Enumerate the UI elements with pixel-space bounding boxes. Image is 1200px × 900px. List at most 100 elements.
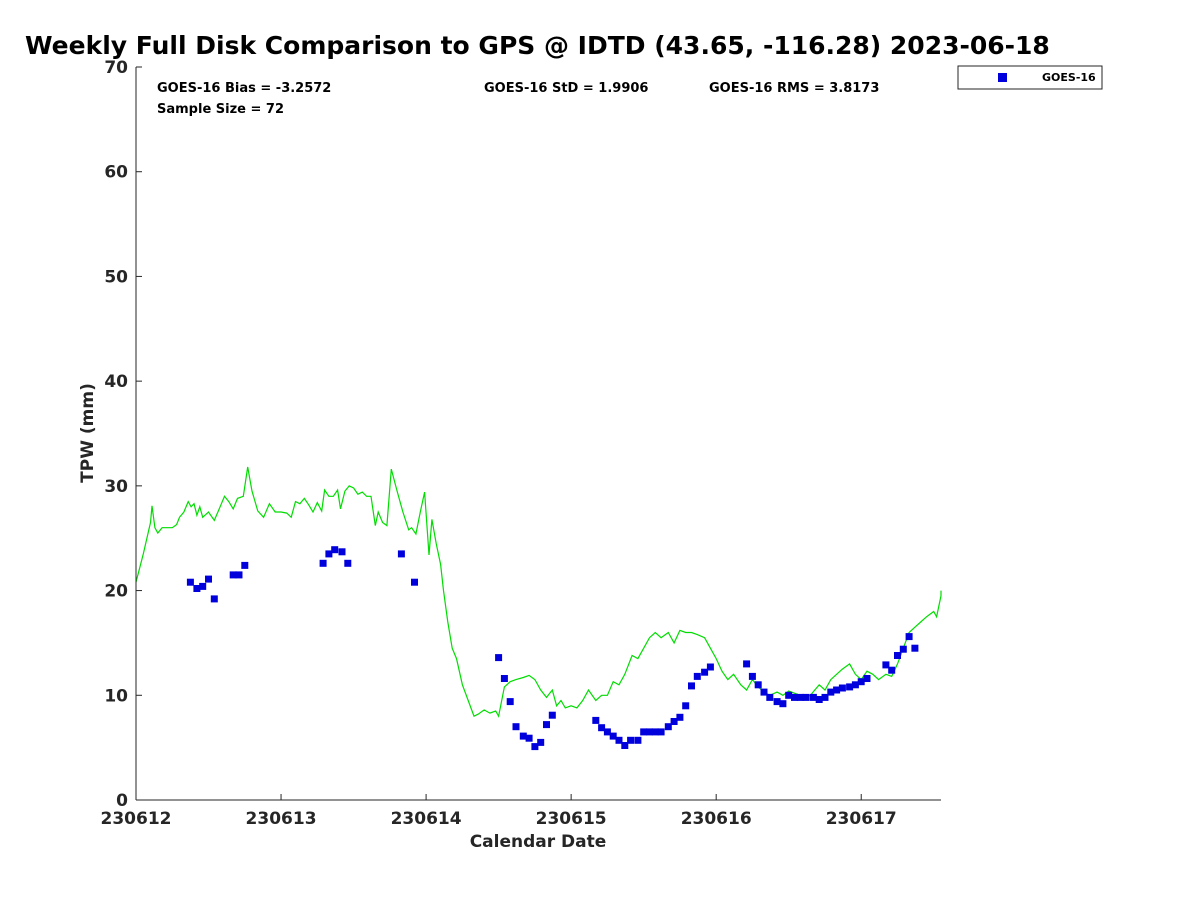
y-tick-label: 40 [104, 372, 128, 392]
x-tick-label: 230615 [536, 809, 607, 829]
goes-16-point [627, 736, 635, 744]
goes-16-point [846, 683, 854, 691]
std-annotation: GOES-16 StD = 1.9906 [484, 81, 648, 96]
goes-16-point [615, 736, 623, 744]
y-tick-label: 10 [104, 686, 128, 706]
goes-16-point [905, 633, 913, 641]
goes-16-point [186, 578, 194, 586]
goes-16-point [760, 688, 768, 696]
goes-16-point [815, 696, 823, 703]
bias-annotation: GOES-16 Bias = -3.2572 [157, 81, 331, 96]
legend-marker [998, 73, 1007, 82]
x-axis-label: Calendar Date [470, 832, 607, 852]
goes-16-point [603, 728, 611, 736]
goes-16-point [791, 693, 798, 701]
goes-16-point [338, 548, 346, 556]
goes-16-point [802, 693, 810, 701]
goes-16-point [706, 663, 714, 671]
goes-16-point [863, 675, 871, 682]
goes-16-point [693, 672, 701, 680]
goes-16-point [701, 668, 709, 676]
goes-16-point [657, 728, 665, 736]
goes-16-point [537, 738, 545, 746]
goes-16-point [506, 698, 514, 706]
goes-16-point [670, 718, 678, 725]
goes-16-point [319, 559, 327, 567]
goes-16-point [495, 654, 503, 662]
goes-16-point [809, 693, 817, 701]
goes-16-point [325, 550, 333, 558]
goes-16-point [651, 728, 659, 736]
y-tick-label: 30 [104, 477, 128, 497]
goes-16-point [344, 559, 352, 567]
goes-16-point [882, 661, 890, 669]
goes-16-point [894, 652, 901, 659]
goes-16-point [766, 693, 774, 701]
goes-16-point [210, 595, 218, 603]
goes-16-point [331, 546, 339, 554]
goes-16-point [531, 743, 539, 751]
goes-16-point [598, 724, 606, 732]
goes-16-point [688, 682, 695, 690]
x-tick-label: 230612 [101, 809, 172, 829]
y-tick-label: 70 [104, 58, 128, 78]
goes-16-scatter-series [186, 546, 919, 751]
goes-16-point [838, 684, 846, 692]
goes-16-point [634, 736, 642, 744]
goes-16-point [519, 732, 527, 740]
x-tick-label: 230614 [391, 809, 462, 829]
goes-16-point [754, 681, 762, 689]
goes-16-point [646, 728, 653, 736]
legend-label: GOES-16 [1042, 71, 1096, 84]
legend: GOES-16 [957, 65, 1103, 90]
goes-16-point [857, 678, 865, 686]
goes-16-point [821, 693, 829, 701]
chart-title: Weekly Full Disk Comparison to GPS @ IDT… [25, 31, 1050, 60]
goes-16-point [785, 691, 793, 699]
x-tick-label: 230616 [681, 809, 752, 829]
goes-16-point [899, 645, 907, 653]
goes-16-point [682, 702, 690, 710]
goes-16-point [664, 723, 672, 731]
goes-16-point [773, 698, 781, 706]
y-tick-label: 60 [104, 163, 128, 183]
goes-16-point [743, 660, 751, 668]
goes-16-point [779, 700, 787, 708]
y-tick-label: 50 [104, 267, 128, 287]
goes-16-point [640, 728, 648, 736]
goes-16-point [512, 723, 520, 731]
goes-16-point [609, 732, 617, 740]
goes-16-point [235, 571, 243, 579]
x-tick-label: 230617 [826, 809, 897, 829]
goes-16-point [397, 550, 405, 558]
goes-16-point [748, 672, 756, 680]
y-axis-label: TPW (mm) [78, 383, 98, 483]
goes-16-point [525, 734, 533, 742]
goes-16-point [193, 585, 201, 592]
goes-16-point [229, 571, 237, 579]
goes-16-point [241, 561, 249, 569]
goes-16-point [199, 582, 207, 590]
goes-16-point [833, 686, 841, 694]
goes-16-point [827, 688, 835, 696]
y-tick-label: 0 [116, 791, 128, 811]
plot-area [136, 67, 941, 800]
y-axis-ticks: 0 10 20 30 40 50 60 70 [104, 58, 142, 811]
goes-16-point [621, 742, 629, 749]
goes-16-point [592, 716, 600, 724]
goes-16-point [911, 644, 919, 652]
goes-16-point [796, 693, 804, 701]
goes-16-point [676, 713, 684, 721]
goes-16-point [411, 578, 418, 586]
goes-16-point [548, 711, 556, 719]
goes-16-point [888, 666, 896, 674]
x-tick-label: 230613 [246, 809, 317, 829]
goes-16-point [851, 681, 859, 689]
goes-16-point [205, 575, 212, 583]
legend-box [957, 65, 1103, 90]
x-axis-ticks: 230612 230613 230614 230615 230616 230617 [101, 794, 897, 829]
rms-annotation: GOES-16 RMS = 3.8173 [709, 81, 879, 96]
sample-size-annotation: Sample Size = 72 [157, 102, 284, 117]
goes-16-point [543, 721, 550, 729]
